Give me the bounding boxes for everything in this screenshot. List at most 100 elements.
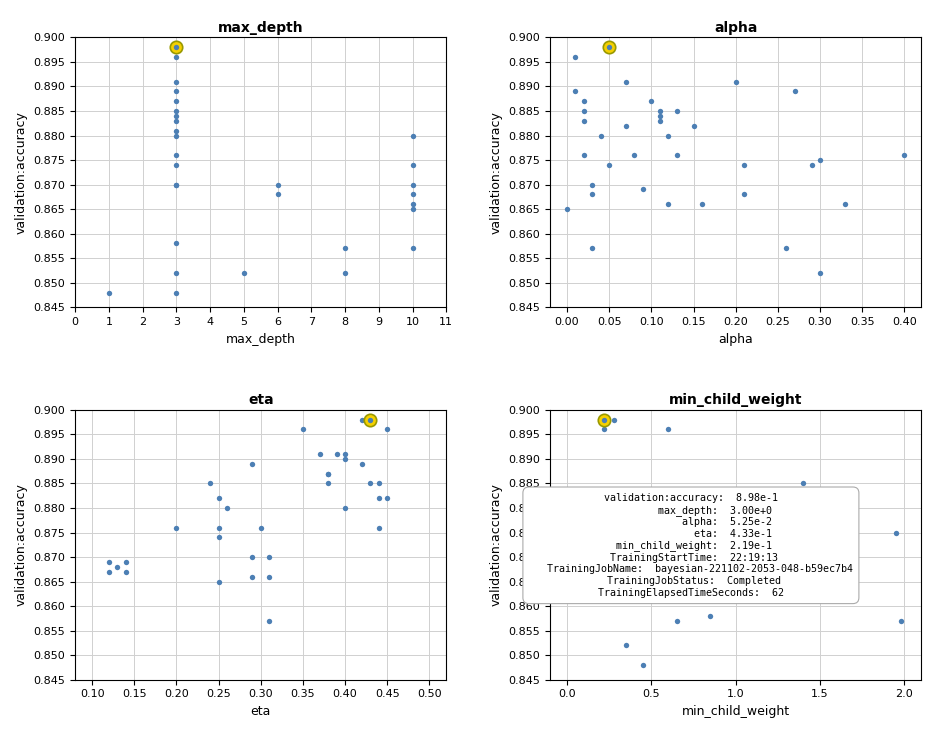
Title: eta: eta <box>248 393 274 407</box>
Point <box>405 203 420 215</box>
Point <box>795 477 810 489</box>
Point <box>102 287 117 299</box>
Title: alpha: alpha <box>714 21 758 35</box>
Point <box>635 659 650 671</box>
Point <box>652 115 667 127</box>
Point <box>737 188 752 200</box>
Point <box>169 41 184 53</box>
X-axis label: eta: eta <box>251 705 271 718</box>
Point <box>102 556 117 568</box>
Point <box>597 414 612 426</box>
Point <box>661 424 676 436</box>
Point <box>261 571 276 583</box>
Point <box>652 110 667 122</box>
Point <box>337 502 352 514</box>
Point <box>169 149 184 161</box>
Point <box>888 527 903 539</box>
Point <box>169 179 184 190</box>
X-axis label: max_depth: max_depth <box>226 332 296 346</box>
Point <box>371 521 386 533</box>
Point <box>695 198 710 210</box>
Point <box>212 531 227 543</box>
Point <box>169 287 184 299</box>
Point <box>821 571 836 583</box>
Point <box>703 610 718 622</box>
Point <box>619 639 634 651</box>
Point <box>812 154 827 166</box>
Point <box>585 243 600 255</box>
Point <box>602 41 617 53</box>
Point <box>212 521 227 533</box>
Point <box>778 243 793 255</box>
Point <box>661 198 676 210</box>
Point <box>261 551 276 563</box>
Point <box>576 115 591 127</box>
Point <box>371 477 386 489</box>
Point <box>669 105 684 117</box>
Point <box>270 188 285 200</box>
Point <box>212 576 227 588</box>
Point <box>321 477 336 489</box>
Point <box>169 179 184 190</box>
Point <box>602 41 617 53</box>
Point <box>169 521 184 533</box>
Point <box>829 527 844 539</box>
Point <box>169 41 184 53</box>
Point <box>405 198 420 210</box>
Text: validation:accuracy:  8.98e-1
        max_depth:  3.00e+0
            alpha:  5.: validation:accuracy: 8.98e-1 max_depth: … <box>529 493 853 598</box>
Point <box>169 110 184 122</box>
Point <box>568 85 583 97</box>
Point <box>606 414 621 426</box>
Point <box>597 414 612 426</box>
Point <box>169 115 184 127</box>
Point <box>363 414 378 426</box>
Point <box>118 556 133 568</box>
Point <box>118 565 133 577</box>
Point <box>838 198 853 210</box>
Point <box>559 203 574 215</box>
Point <box>644 95 659 107</box>
Point <box>635 184 650 196</box>
Point <box>354 414 369 426</box>
Point <box>728 75 744 87</box>
Point <box>597 414 612 426</box>
Point <box>585 179 600 190</box>
Point <box>593 129 608 141</box>
Point <box>102 565 117 577</box>
Y-axis label: validation:accuracy: validation:accuracy <box>15 483 28 607</box>
Point <box>169 95 184 107</box>
Point <box>169 105 184 117</box>
Point <box>619 120 634 131</box>
Point <box>893 615 908 627</box>
Point <box>169 159 184 171</box>
Point <box>337 267 352 279</box>
Point <box>329 448 344 460</box>
Point <box>219 502 234 514</box>
Point <box>597 424 612 436</box>
Point <box>236 267 251 279</box>
Point <box>169 51 184 63</box>
Point <box>669 615 684 627</box>
Point <box>261 615 276 627</box>
Point <box>627 149 642 161</box>
Y-axis label: validation:accuracy: validation:accuracy <box>490 483 503 607</box>
Y-axis label: validation:accuracy: validation:accuracy <box>490 111 503 234</box>
Point <box>737 159 752 171</box>
Point <box>652 105 667 117</box>
X-axis label: min_child_weight: min_child_weight <box>682 705 790 718</box>
Y-axis label: validation:accuracy: validation:accuracy <box>15 111 28 234</box>
Point <box>169 85 184 97</box>
Point <box>576 149 591 161</box>
Point <box>585 188 600 200</box>
Point <box>212 492 227 504</box>
Point <box>576 95 591 107</box>
Point <box>363 477 378 489</box>
Point <box>380 424 395 436</box>
Point <box>602 159 617 171</box>
Point <box>169 129 184 141</box>
Point <box>405 188 420 200</box>
Point <box>354 458 369 470</box>
Point <box>169 41 184 53</box>
Point <box>337 453 352 465</box>
Point <box>380 492 395 504</box>
